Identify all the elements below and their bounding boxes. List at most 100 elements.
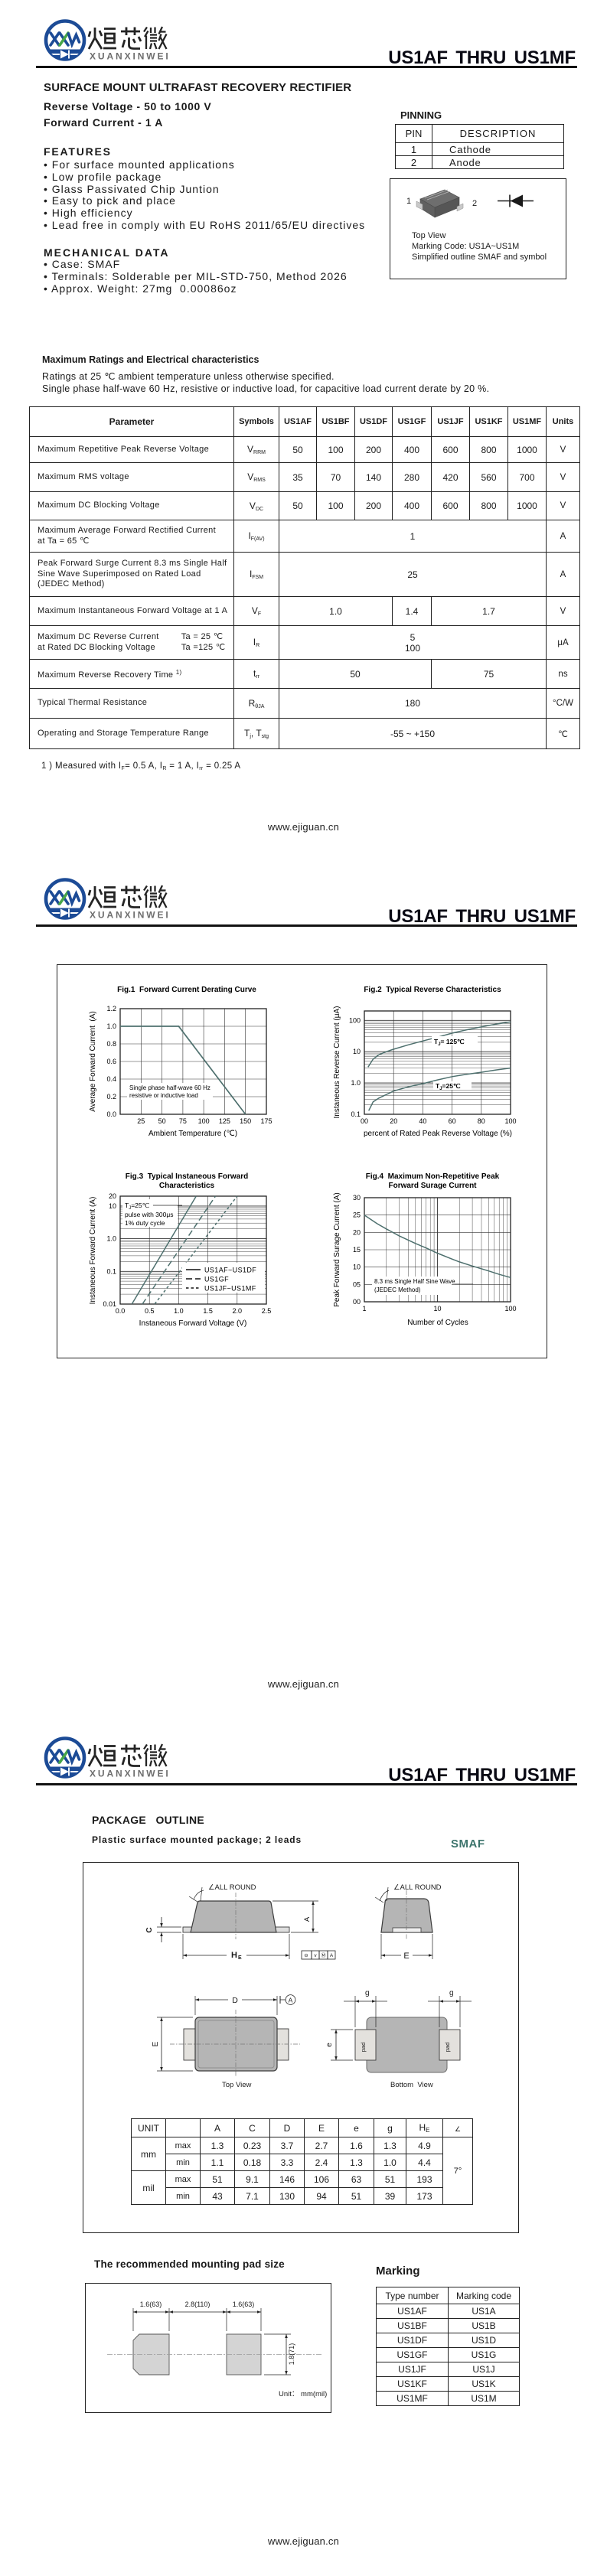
svg-text:Simplified outline SMAF and sy: Simplified outline SMAF and symbol xyxy=(412,253,547,262)
svg-text:Average Forward Current (A): Average Forward Current (A) xyxy=(89,1011,97,1112)
svg-text:0.4: 0.4 xyxy=(106,1075,116,1083)
svg-text:1.2: 1.2 xyxy=(106,1005,116,1012)
svg-text:TJ= 125℃: TJ= 125℃ xyxy=(434,1038,465,1047)
svg-text:30: 30 xyxy=(353,1194,361,1202)
svg-text:pulse with 300μs: pulse with 300μs xyxy=(125,1211,174,1218)
svg-text:1.8(71): 1.8(71) xyxy=(288,2343,295,2366)
svg-text:US1AF~US1DF: US1AF~US1DF xyxy=(204,1267,256,1274)
svg-text:Single phase half-wave 60 Hz: Single phase half-wave 60 Hz xyxy=(129,1084,210,1091)
svg-text:pad: pad xyxy=(444,2043,451,2053)
svg-text:00: 00 xyxy=(361,1117,368,1125)
svg-text:resistive or inductive load: resistive or inductive load xyxy=(129,1092,198,1099)
svg-text:125: 125 xyxy=(219,1117,230,1125)
svg-text:1.0: 1.0 xyxy=(106,1022,116,1030)
svg-text:1: 1 xyxy=(362,1305,366,1312)
svg-text:8.3 ms Single Half Sine Wave: 8.3 ms Single Half Sine Wave xyxy=(374,1278,455,1285)
svg-text:Bottom View: Bottom View xyxy=(390,2081,433,2089)
svg-text:0.01: 0.01 xyxy=(103,1300,116,1308)
svg-text:2.0: 2.0 xyxy=(233,1307,243,1315)
svg-text:1.6(63): 1.6(63) xyxy=(140,2300,162,2308)
svg-text:0.0: 0.0 xyxy=(106,1110,116,1118)
svg-text:e: e xyxy=(325,2043,334,2047)
svg-text:100: 100 xyxy=(198,1117,210,1125)
svg-text:Instaneous Reverse Current (μA: Instaneous Reverse Current (μA) xyxy=(333,1006,341,1119)
svg-text:D: D xyxy=(232,1996,238,2005)
svg-text:Fig.2 Typical Reverse Charact: Fig.2 Typical Reverse Characteristics xyxy=(364,986,501,994)
svg-text:Instaneous Forward Voltage (V): Instaneous Forward Voltage (V) xyxy=(139,1319,247,1328)
svg-text:US1JF~US1MF: US1JF~US1MF xyxy=(204,1285,256,1293)
svg-text:TJ=25℃: TJ=25℃ xyxy=(436,1082,461,1091)
svg-text:150: 150 xyxy=(240,1117,251,1125)
svg-text:25: 25 xyxy=(137,1117,145,1125)
svg-text:US1GF: US1GF xyxy=(204,1276,229,1283)
svg-text:XUANXINWEI: XUANXINWEI xyxy=(90,1769,171,1779)
svg-text:Top View: Top View xyxy=(412,231,445,240)
svg-text:XUANXINWEI: XUANXINWEI xyxy=(90,51,171,62)
svg-text:1.0: 1.0 xyxy=(106,1235,116,1243)
svg-text:Unit： mm(mil): Unit： mm(mil) xyxy=(279,2390,327,2398)
svg-text:Fig.4 Maximum Non-Repetitive: Fig.4 Maximum Non-Repetitive Peak xyxy=(366,1172,500,1181)
svg-text:05: 05 xyxy=(353,1280,361,1288)
svg-text:1.0: 1.0 xyxy=(174,1307,184,1315)
svg-text:0.8: 0.8 xyxy=(106,1040,116,1048)
svg-text:Forward Surage Current: Forward Surage Current xyxy=(388,1182,477,1190)
svg-text:100: 100 xyxy=(504,1117,516,1125)
svg-text:Number of Cycles: Number of Cycles xyxy=(407,1319,468,1327)
svg-text:Marking Code: US1A~US1M: Marking Code: US1A~US1M xyxy=(412,242,519,251)
svg-text:2: 2 xyxy=(472,199,477,208)
svg-text:10: 10 xyxy=(353,1264,361,1271)
svg-text:∠ALL ROUND: ∠ALL ROUND xyxy=(208,1883,256,1892)
svg-text:75: 75 xyxy=(179,1117,187,1125)
svg-text:1.6(63): 1.6(63) xyxy=(233,2300,255,2308)
svg-text:1.0: 1.0 xyxy=(351,1079,361,1087)
svg-text:E: E xyxy=(152,2041,160,2046)
svg-text:0.5: 0.5 xyxy=(145,1307,155,1315)
svg-text:H: H xyxy=(231,1951,237,1960)
svg-text:pad: pad xyxy=(360,2043,367,2053)
svg-text:Peak Forward Surage Current (A: Peak Forward Surage Current (A) xyxy=(333,1192,341,1307)
svg-text:Fig.1 Forward Current Deratin: Fig.1 Forward Current Derating Curve xyxy=(117,986,256,994)
svg-text:175: 175 xyxy=(260,1117,272,1125)
svg-text:∠ALL ROUND: ∠ALL ROUND xyxy=(393,1883,442,1892)
svg-text:E: E xyxy=(238,1955,242,1961)
svg-text:25: 25 xyxy=(353,1211,361,1219)
svg-text:1% duty cycle: 1% duty cycle xyxy=(125,1219,165,1227)
svg-text:Top View: Top View xyxy=(222,2081,252,2089)
svg-text:Characteristics: Characteristics xyxy=(159,1182,215,1190)
svg-text:0.1: 0.1 xyxy=(106,1267,116,1275)
svg-text:20: 20 xyxy=(390,1117,397,1125)
svg-text:Ⓜ: Ⓜ xyxy=(321,1952,326,1958)
svg-text:100: 100 xyxy=(349,1016,361,1024)
svg-text:20: 20 xyxy=(109,1192,116,1200)
svg-text:A: A xyxy=(289,1997,293,2004)
svg-text:Fig.3 Typical Instaneous Forw: Fig.3 Typical Instaneous Forward xyxy=(126,1172,248,1181)
svg-text:100: 100 xyxy=(504,1305,516,1312)
svg-text:50: 50 xyxy=(158,1117,166,1125)
svg-text:g: g xyxy=(365,1989,370,1997)
svg-text:g: g xyxy=(449,1989,454,1997)
svg-text:0.0: 0.0 xyxy=(116,1307,126,1315)
svg-text:XUANXINWEI: XUANXINWEI xyxy=(90,910,171,921)
svg-text:Instaneous Forward Current (A): Instaneous Forward Current (A) xyxy=(89,1197,97,1305)
svg-text:10: 10 xyxy=(353,1048,361,1055)
svg-text:A: A xyxy=(330,1953,334,1958)
svg-text:0.2: 0.2 xyxy=(106,1093,116,1101)
svg-text:10: 10 xyxy=(433,1305,441,1312)
svg-text:2.5: 2.5 xyxy=(262,1307,272,1315)
svg-text:0.1: 0.1 xyxy=(351,1110,361,1118)
svg-text:40: 40 xyxy=(419,1117,426,1125)
svg-text:percent of Rated Peak Reverse: percent of Rated Peak Reverse Voltage (%… xyxy=(364,1130,512,1138)
svg-text:⊖: ⊖ xyxy=(304,1953,308,1958)
svg-text:v: v xyxy=(314,1953,317,1958)
svg-text:0.6: 0.6 xyxy=(106,1058,116,1065)
svg-text:A: A xyxy=(303,1916,312,1922)
svg-text:00: 00 xyxy=(353,1298,361,1306)
svg-text:C: C xyxy=(145,1927,154,1932)
svg-text:2.8(110): 2.8(110) xyxy=(185,2300,210,2308)
svg-text:TJ=25℃: TJ=25℃ xyxy=(125,1202,150,1211)
svg-text:20: 20 xyxy=(353,1228,361,1236)
svg-text:1.5: 1.5 xyxy=(203,1307,213,1315)
svg-text:80: 80 xyxy=(478,1117,485,1125)
svg-text:(JEDEC Method): (JEDEC Method) xyxy=(374,1286,421,1293)
svg-text:Ambient Temperature (℃): Ambient Temperature (℃) xyxy=(148,1130,237,1138)
